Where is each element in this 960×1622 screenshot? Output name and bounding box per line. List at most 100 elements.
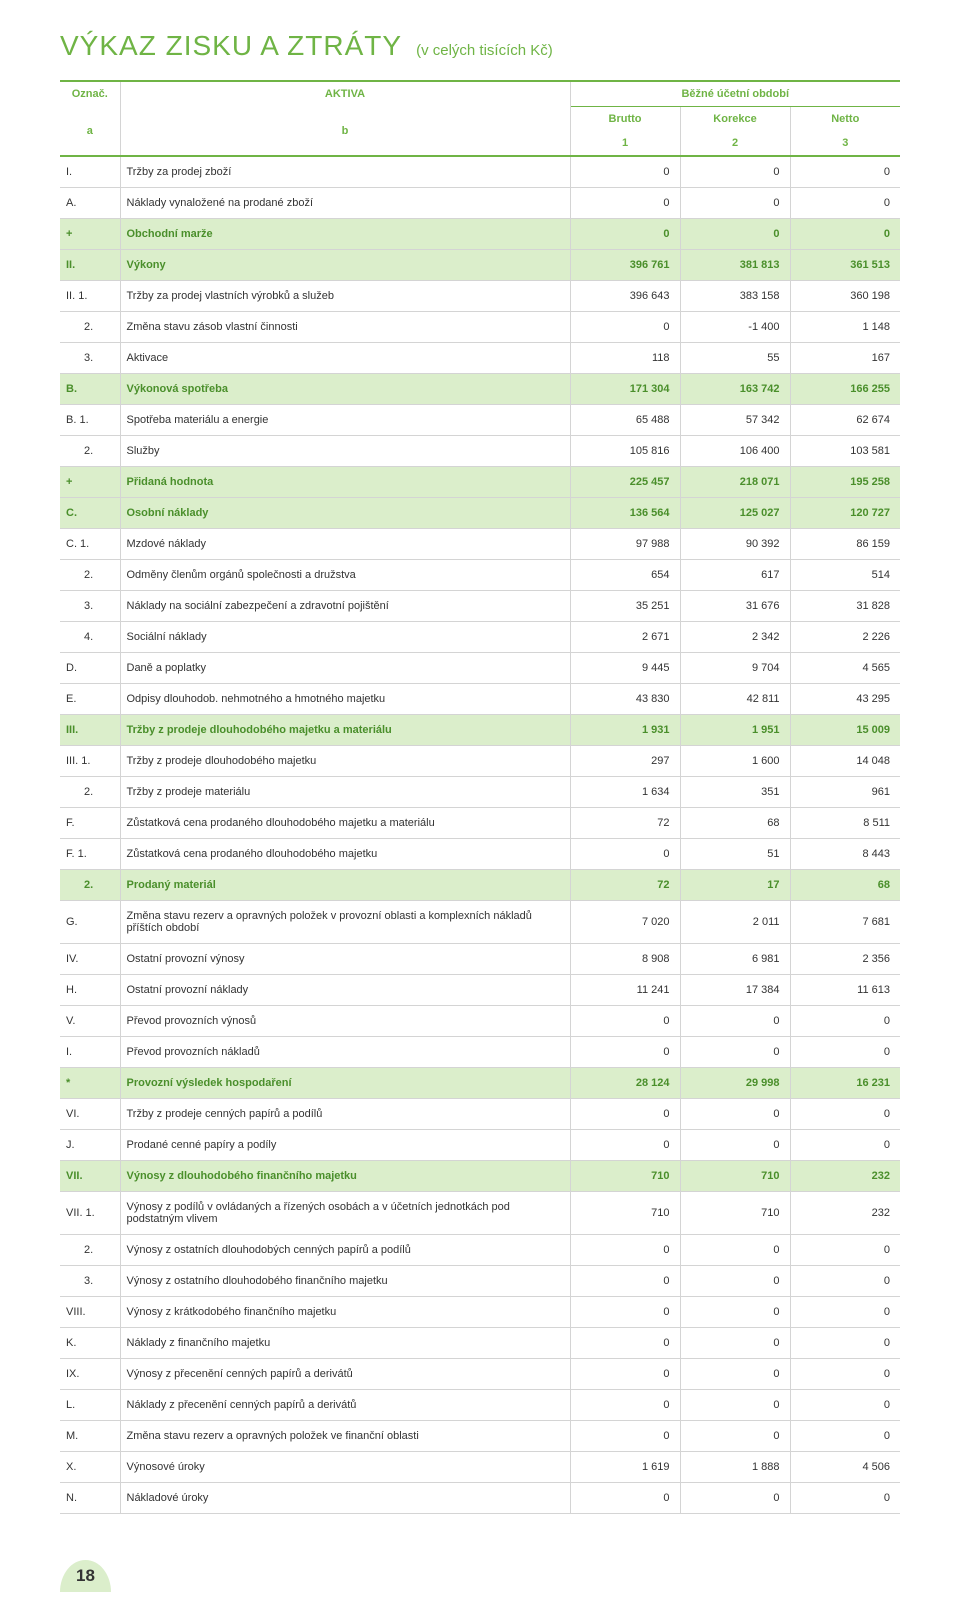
row-desc: Výnosové úroky	[120, 1452, 570, 1483]
row-value: 42 811	[680, 684, 790, 715]
row-desc: Služby	[120, 436, 570, 467]
table-row: VII.Výnosy z dlouhodobého finančního maj…	[60, 1161, 900, 1192]
row-value: 8 908	[570, 944, 680, 975]
row-desc: Prodaný materiál	[120, 870, 570, 901]
table-row: 2.Výnosy z ostatních dlouhodobých cennýc…	[60, 1235, 900, 1266]
row-value: 120 727	[790, 498, 900, 529]
row-label: 3.	[60, 343, 120, 374]
row-desc: Odpisy dlouhodob. nehmotného a hmotného …	[120, 684, 570, 715]
table-row: IX.Výnosy z přecenění cenných papírů a d…	[60, 1359, 900, 1390]
row-value: 0	[570, 188, 680, 219]
row-value: 15 009	[790, 715, 900, 746]
row-value: 0	[680, 188, 790, 219]
row-label: VII.	[60, 1161, 120, 1192]
row-value: 55	[680, 343, 790, 374]
table-row: I.Převod provozních nákladů000	[60, 1037, 900, 1068]
row-label: E.	[60, 684, 120, 715]
row-value: 68	[790, 870, 900, 901]
page-number-wrap: 18	[60, 1560, 900, 1592]
row-value: 16 231	[790, 1068, 900, 1099]
profit-loss-table: Označ. AKTIVA Běžné účetní období a b Br…	[60, 80, 900, 1514]
row-value: 43 830	[570, 684, 680, 715]
row-label: +	[60, 219, 120, 250]
row-value: 1 600	[680, 746, 790, 777]
row-label: III.	[60, 715, 120, 746]
row-desc: Tržby z prodeje dlouhodobého majetku	[120, 746, 570, 777]
row-desc: Převod provozních nákladů	[120, 1037, 570, 1068]
row-value: 17	[680, 870, 790, 901]
row-label: +	[60, 467, 120, 498]
row-label: VII. 1.	[60, 1192, 120, 1235]
table-row: 3.Náklady na sociální zabezpečení a zdra…	[60, 591, 900, 622]
table-row: V.Převod provozních výnosů000	[60, 1006, 900, 1037]
header-korekce: Korekce	[680, 107, 790, 132]
row-value: 0	[570, 1328, 680, 1359]
header-brutto: Brutto	[570, 107, 680, 132]
row-value: 1 888	[680, 1452, 790, 1483]
row-label: D.	[60, 653, 120, 684]
row-value: 0	[570, 1037, 680, 1068]
row-value: 961	[790, 777, 900, 808]
row-value: 0	[680, 1266, 790, 1297]
row-value: 232	[790, 1192, 900, 1235]
row-value: 351	[680, 777, 790, 808]
table-row: G.Změna stavu rezerv a opravných položek…	[60, 901, 900, 944]
row-value: 0	[790, 1235, 900, 1266]
row-value: 0	[680, 1328, 790, 1359]
row-value: 218 071	[680, 467, 790, 498]
row-label: V.	[60, 1006, 120, 1037]
row-label: I.	[60, 1037, 120, 1068]
row-value: 14 048	[790, 746, 900, 777]
table-row: M.Změna stavu rezerv a opravných položek…	[60, 1421, 900, 1452]
row-desc: Mzdové náklady	[120, 529, 570, 560]
row-value: 72	[570, 808, 680, 839]
row-value: 105 816	[570, 436, 680, 467]
row-label: I.	[60, 156, 120, 188]
row-value: 106 400	[680, 436, 790, 467]
row-value: 1 619	[570, 1452, 680, 1483]
table-row: B. 1.Spotřeba materiálu a energie65 4885…	[60, 405, 900, 436]
row-value: 225 457	[570, 467, 680, 498]
row-value: 31 676	[680, 591, 790, 622]
row-value: 0	[790, 1390, 900, 1421]
row-desc: Tržby za prodej vlastních výrobků a služ…	[120, 281, 570, 312]
table-row: J.Prodané cenné papíry a podíly000	[60, 1130, 900, 1161]
row-value: 0	[790, 1099, 900, 1130]
row-label: 2.	[60, 560, 120, 591]
row-value: 97 988	[570, 529, 680, 560]
row-value: 1 951	[680, 715, 790, 746]
row-value: 710	[680, 1161, 790, 1192]
row-value: 136 564	[570, 498, 680, 529]
row-value: 360 198	[790, 281, 900, 312]
row-value: 0	[570, 312, 680, 343]
row-value: 103 581	[790, 436, 900, 467]
table-row: A.Náklady vynaložené na prodané zboží000	[60, 188, 900, 219]
table-row: 2.Služby105 816106 400103 581	[60, 436, 900, 467]
row-label: IV.	[60, 944, 120, 975]
row-value: 514	[790, 560, 900, 591]
table-row: 3.Aktivace11855167	[60, 343, 900, 374]
row-desc: Obchodní marže	[120, 219, 570, 250]
row-desc: Ostatní provozní náklady	[120, 975, 570, 1006]
header-a: a	[60, 107, 120, 157]
row-value: 35 251	[570, 591, 680, 622]
row-value: 0	[570, 1421, 680, 1452]
page-number: 18	[60, 1560, 111, 1592]
row-value: 4 506	[790, 1452, 900, 1483]
row-value: 118	[570, 343, 680, 374]
row-desc: Výnosy z dlouhodobého finančního majetku	[120, 1161, 570, 1192]
table-row: H.Ostatní provozní náklady11 24117 38411…	[60, 975, 900, 1006]
row-value: 0	[680, 1235, 790, 1266]
row-value: 8 511	[790, 808, 900, 839]
row-value: 0	[790, 1006, 900, 1037]
row-desc: Aktivace	[120, 343, 570, 374]
row-value: 29 998	[680, 1068, 790, 1099]
row-desc: Náklady z finančního majetku	[120, 1328, 570, 1359]
row-desc: Přidaná hodnota	[120, 467, 570, 498]
row-value: 0	[790, 156, 900, 188]
row-value: 710	[680, 1192, 790, 1235]
header-period: Běžné účetní období	[570, 81, 900, 107]
row-value: 31 828	[790, 591, 900, 622]
page-subtitle: (v celých tisících Kč)	[416, 42, 553, 59]
row-label: 4.	[60, 622, 120, 653]
